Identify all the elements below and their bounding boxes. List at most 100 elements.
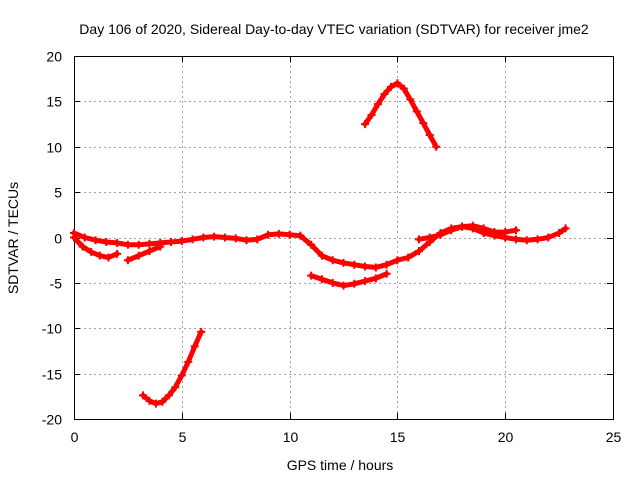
y-tick-label: -15 <box>42 367 62 383</box>
x-tick-label: 25 <box>606 429 622 445</box>
y-tick-label: -10 <box>42 321 62 337</box>
data-point <box>307 240 316 249</box>
x-tick-label: 10 <box>283 429 299 445</box>
data-point <box>285 230 294 239</box>
x-tick-label: 0 <box>71 429 79 445</box>
data-point <box>171 383 180 392</box>
x-tick-label: 5 <box>179 429 187 445</box>
data-point <box>371 274 380 283</box>
data-point <box>104 253 113 262</box>
data-point <box>555 228 564 237</box>
data-point <box>188 235 197 244</box>
y-tick-label: 0 <box>54 231 62 247</box>
data-point <box>164 391 173 400</box>
data-point <box>253 235 262 244</box>
data-point <box>113 238 122 247</box>
data-point <box>274 229 283 238</box>
data-point <box>242 236 251 245</box>
data-point <box>522 236 531 245</box>
data-point <box>231 234 240 243</box>
data-point <box>307 271 316 280</box>
data-point <box>134 251 143 260</box>
data-point <box>414 235 423 244</box>
series-layer <box>70 79 570 408</box>
x-tick-label: 20 <box>498 429 514 445</box>
series-track-4 <box>307 269 391 290</box>
data-point <box>436 230 445 239</box>
data-point <box>95 251 104 260</box>
series-line <box>362 80 439 150</box>
data-point <box>382 260 391 269</box>
data-point <box>414 247 423 256</box>
data-point <box>501 228 510 237</box>
data-point <box>533 235 542 244</box>
data-point <box>393 256 402 265</box>
data-point <box>361 277 370 286</box>
data-point <box>361 262 370 271</box>
data-point <box>382 269 391 278</box>
data-point <box>404 253 413 262</box>
series-line <box>140 329 204 407</box>
data-point <box>134 240 143 249</box>
data-point <box>177 371 186 380</box>
y-tick-label: 10 <box>46 140 62 156</box>
data-point <box>399 84 408 93</box>
data-point <box>70 233 78 242</box>
data-point <box>371 263 380 272</box>
series-track-7 <box>138 327 206 408</box>
data-point <box>350 260 359 269</box>
y-tick-label: -5 <box>50 276 63 292</box>
data-point <box>220 233 229 242</box>
data-point <box>361 120 370 129</box>
data-point <box>350 279 359 288</box>
chart-title: Day 106 of 2020, Sidereal Day-to-day VTE… <box>79 21 589 37</box>
data-point <box>468 221 477 230</box>
data-point <box>145 247 154 256</box>
data-point <box>339 258 348 267</box>
x-axis-label: GPS time / hours <box>287 457 394 473</box>
data-point <box>511 226 520 235</box>
data-point <box>447 226 456 235</box>
data-point <box>393 79 402 88</box>
data-point <box>80 233 89 242</box>
data-point <box>561 224 570 233</box>
data-point <box>458 222 467 231</box>
data-point <box>419 119 428 128</box>
data-point <box>544 233 553 242</box>
data-point <box>425 233 434 242</box>
data-point <box>367 110 376 119</box>
data-point <box>113 249 122 258</box>
data-point <box>177 237 186 246</box>
axis-ticks: 0 5 10 15 20 25 -20 -15 -10 -5 0 5 10 15 20 <box>42 49 622 446</box>
series-track-3 <box>123 242 165 265</box>
data-point <box>138 391 147 400</box>
data-point <box>264 230 273 239</box>
data-point <box>87 248 96 257</box>
data-point <box>339 281 348 290</box>
data-point <box>317 251 326 260</box>
data-point <box>412 107 421 116</box>
data-point <box>328 278 337 287</box>
series-track-6 <box>361 79 441 151</box>
data-point <box>190 342 199 351</box>
data-point <box>151 399 160 408</box>
y-axis-label: SDTVAR / TECUs <box>5 182 21 294</box>
data-point <box>511 235 520 244</box>
data-point <box>432 142 441 151</box>
data-point <box>425 130 434 139</box>
data-point <box>490 228 499 237</box>
y-tick-label: -20 <box>42 412 62 428</box>
series-line <box>125 244 163 263</box>
series-track-5 <box>414 221 520 244</box>
data-point <box>145 239 154 248</box>
y-tick-label: 15 <box>46 94 62 110</box>
data-point <box>78 242 87 251</box>
data-point <box>317 275 326 284</box>
data-point <box>167 238 176 247</box>
data-point <box>386 82 395 91</box>
data-point <box>102 238 111 247</box>
data-point <box>373 100 382 109</box>
data-point <box>380 90 389 99</box>
y-tick-label: 5 <box>54 185 62 201</box>
